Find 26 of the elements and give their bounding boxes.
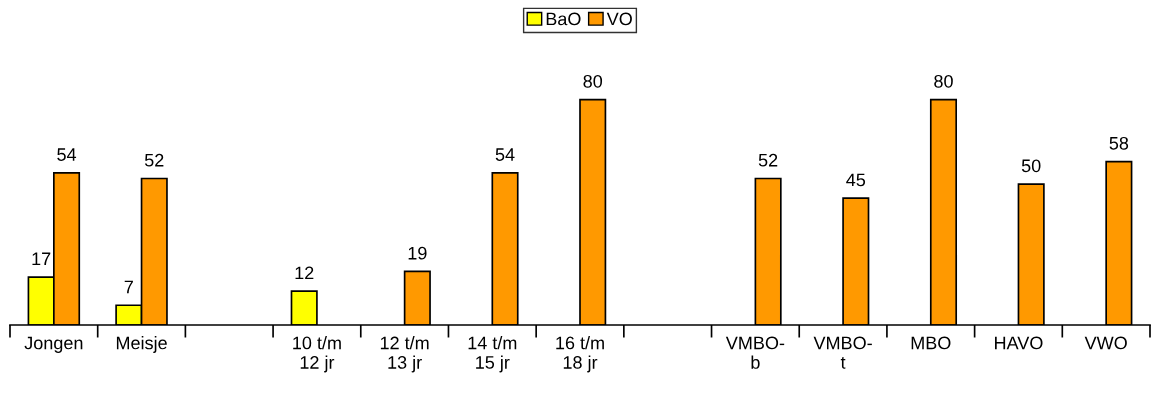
- legend-label: VO: [606, 12, 632, 26]
- legend-label: BaO: [546, 12, 581, 26]
- x-tick-label: MBO: [911, 336, 951, 350]
- x-tick-label: Jongen: [24, 336, 83, 353]
- data-label: 52: [758, 153, 778, 167]
- data-label: 50: [1021, 159, 1041, 173]
- data-label: 45: [846, 173, 866, 187]
- x-tick-label: VMBO- t: [813, 336, 872, 369]
- x-tick-label: 10 t/m 12 jr: [293, 336, 341, 373]
- x-tick-label: Meisje: [116, 336, 167, 353]
- data-label: 54: [57, 148, 77, 161]
- data-label: 12: [295, 266, 314, 280]
- data-label: 17: [32, 252, 51, 266]
- data-label: 80: [583, 74, 603, 88]
- data-label: 58: [1109, 136, 1129, 150]
- data-label: 7: [124, 280, 133, 294]
- data-label: 19: [408, 246, 427, 260]
- x-tick-label: 14 t/m 15 jr: [468, 336, 517, 373]
- x-tick-label: VMBO- b: [725, 336, 785, 369]
- data-label: 54: [495, 148, 515, 161]
- x-tick-label: HAVO: [995, 336, 1043, 350]
- x-tick-label: 16 t/m 18 jr: [556, 336, 604, 373]
- data-label: 52: [144, 153, 164, 167]
- data-label: 80: [934, 74, 953, 88]
- x-tick-label: 12 t/m 13 jr: [380, 336, 429, 373]
- x-tick-label: VWO: [1084, 336, 1127, 350]
